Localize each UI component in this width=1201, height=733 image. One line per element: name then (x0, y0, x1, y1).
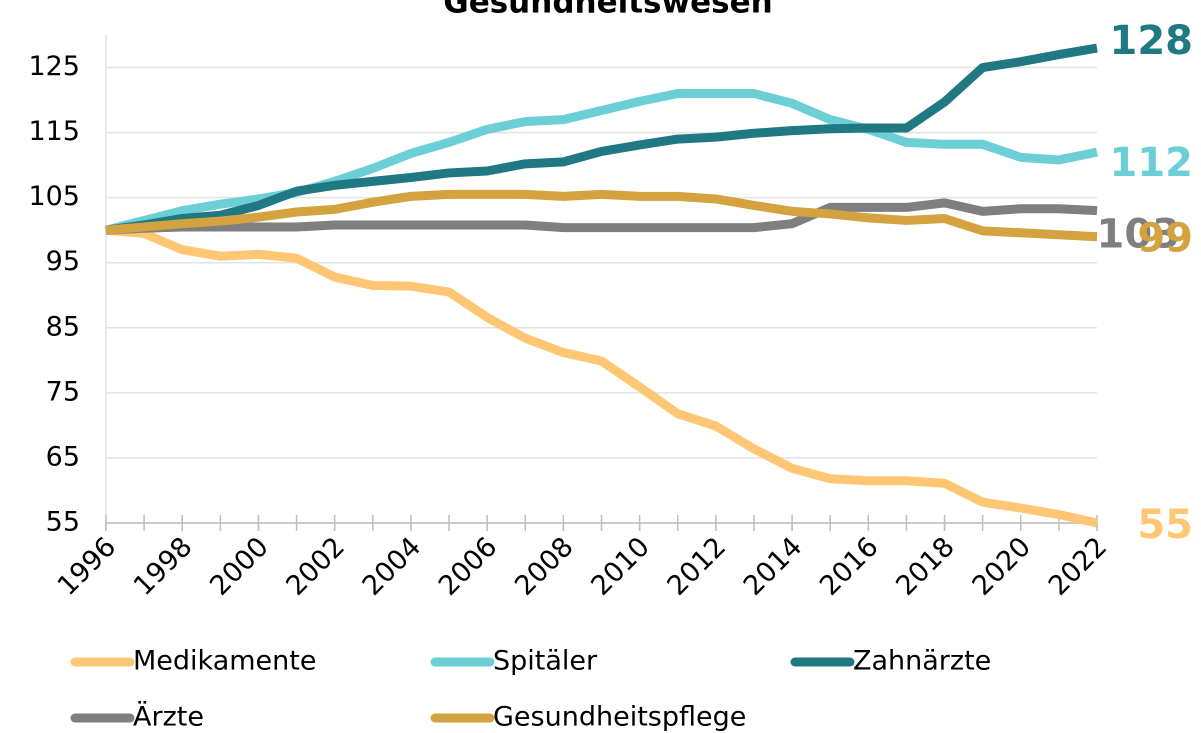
line (105, 198, 1098, 235)
x-tick-label: 2002 (280, 531, 351, 602)
x-tick-label: 2006 (433, 531, 504, 602)
line (105, 43, 1098, 235)
y-tick-label: 65 (46, 441, 80, 472)
end-label: 103 (1097, 212, 1181, 258)
x-tick-label: 2022 (1043, 531, 1114, 602)
x-tick-label: 2016 (814, 531, 885, 602)
legend-label: Spitäler (493, 646, 598, 677)
x-tick-label: 2000 (204, 531, 275, 602)
line (105, 189, 1098, 242)
x-tick-label: 2008 (509, 531, 580, 602)
x-tick-label: 2014 (738, 531, 809, 602)
end-label: 99 (1137, 216, 1193, 262)
chart-title: Gesundheitswesen (443, 0, 772, 21)
end-label: 128 (1110, 18, 1194, 64)
x-tick-label: 1998 (128, 531, 199, 602)
x-tick-label: 2004 (357, 531, 428, 602)
x-tick-label: 2010 (585, 531, 656, 602)
legend-label: Zahnärzte (853, 646, 991, 677)
x-tick-label: 2018 (890, 531, 961, 602)
end-label: 112 (1110, 140, 1194, 186)
end-label: 55 (1137, 502, 1193, 548)
y-tick-label: 95 (46, 246, 80, 277)
line (105, 225, 1098, 528)
legend-label: Ärzte (133, 701, 204, 733)
y-tick-label: 115 (28, 116, 80, 147)
x-tick-label: 1996 (52, 531, 123, 602)
x-tick-label: 2012 (662, 531, 733, 602)
y-tick-label: 85 (46, 311, 80, 342)
y-tick-label: 55 (46, 507, 80, 538)
legend-label: Medikamente (133, 646, 316, 677)
y-tick-label: 125 (28, 51, 80, 82)
y-tick-label: 105 (28, 181, 80, 212)
legend-label: Gesundheitspflege (493, 702, 746, 733)
y-tick-label: 75 (46, 376, 80, 407)
x-tick-label: 2020 (967, 531, 1038, 602)
